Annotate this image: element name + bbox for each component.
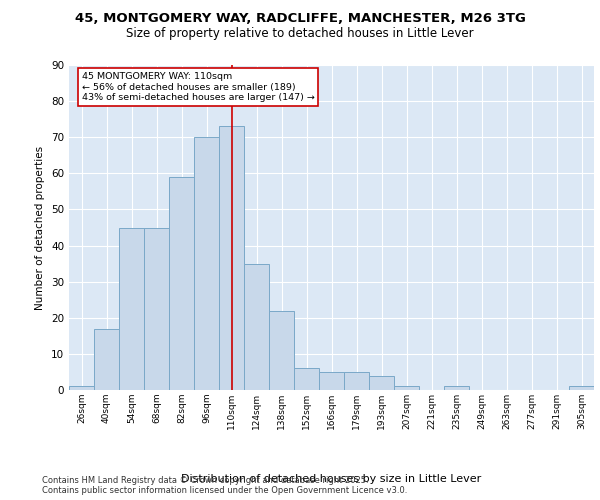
Text: 45 MONTGOMERY WAY: 110sqm
← 56% of detached houses are smaller (189)
43% of semi: 45 MONTGOMERY WAY: 110sqm ← 56% of detac…	[82, 72, 314, 102]
Bar	[319, 372, 344, 390]
Bar	[569, 386, 594, 390]
Bar	[344, 372, 369, 390]
Bar	[144, 228, 169, 390]
Bar	[294, 368, 319, 390]
Text: 45, MONTGOMERY WAY, RADCLIFFE, MANCHESTER, M26 3TG: 45, MONTGOMERY WAY, RADCLIFFE, MANCHESTE…	[74, 12, 526, 26]
Text: Size of property relative to detached houses in Little Lever: Size of property relative to detached ho…	[126, 28, 474, 40]
X-axis label: Distribution of detached houses by size in Little Lever: Distribution of detached houses by size …	[181, 474, 482, 484]
Bar	[194, 137, 219, 390]
Bar	[444, 386, 469, 390]
Bar	[269, 310, 294, 390]
Bar	[394, 386, 419, 390]
Text: Contains HM Land Registry data © Crown copyright and database right 2025.
Contai: Contains HM Land Registry data © Crown c…	[42, 476, 407, 495]
Bar	[219, 126, 244, 390]
Bar	[244, 264, 269, 390]
Bar	[94, 328, 119, 390]
Bar	[69, 386, 94, 390]
Y-axis label: Number of detached properties: Number of detached properties	[35, 146, 46, 310]
Bar	[369, 376, 394, 390]
Bar	[169, 177, 194, 390]
Bar	[119, 228, 144, 390]
